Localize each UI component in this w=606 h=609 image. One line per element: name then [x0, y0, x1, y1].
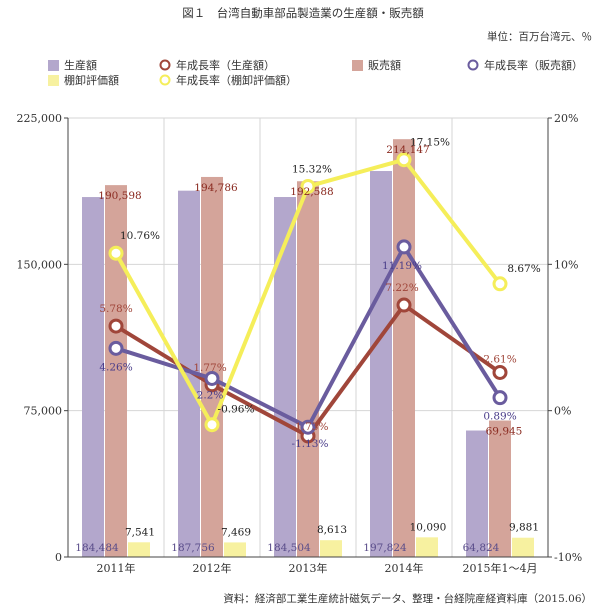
production-value-label: 197,824 — [363, 542, 407, 554]
bar-sales — [489, 420, 511, 557]
inventory-value-label: 8,613 — [317, 524, 347, 536]
bar-sales — [201, 176, 223, 557]
bar-sales — [105, 185, 127, 557]
inventory-value-label: 9,881 — [509, 522, 539, 534]
growth-value-label: 8.67% — [507, 263, 540, 275]
bar-inventory — [512, 537, 534, 557]
growth-value-label: 5.78% — [99, 303, 132, 315]
y-left-tick-label: 75,000 — [24, 405, 63, 418]
legend-label: 年成長率（生産額） — [176, 58, 275, 72]
data-labels: 184,484 187,756 184,504 197,824 64,824 190,59… — [75, 137, 540, 554]
y-left-tick-label: 150,000 — [17, 258, 63, 271]
legend-marker — [159, 59, 171, 71]
sales-value-label: 194,786 — [194, 182, 238, 194]
legend-label: 販売額 — [368, 59, 401, 72]
y-left-tick-label: 0 — [55, 551, 62, 564]
bar-sales — [297, 181, 319, 557]
growth-value-label: -1.73% — [292, 421, 329, 433]
legend-label: 生産額 — [64, 58, 97, 72]
sales-value-label: 190,598 — [98, 190, 141, 202]
legend-swatch — [48, 60, 59, 71]
inventory-value-label: 7,469 — [221, 526, 251, 538]
chart-title: 図１ 台湾自動車部品製造業の生産額・販売額 — [182, 6, 424, 20]
growth-point-marker — [492, 364, 508, 380]
production-value-label: 187,756 — [171, 542, 215, 554]
sales-value-label: 69,945 — [486, 426, 523, 438]
growth-point-marker — [204, 417, 220, 433]
growth-value-label: 1.77% — [193, 362, 226, 374]
growth-point-marker — [396, 152, 412, 168]
bar-production — [466, 430, 488, 557]
sales-value-label: 214,147 — [386, 144, 429, 156]
inventory-value-label: 10,090 — [410, 521, 447, 533]
growth-value-label: 2.61% — [483, 353, 516, 365]
production-value-label: 64,824 — [463, 542, 500, 554]
bar-sales — [393, 139, 415, 557]
axes: 0 75,000 150,000 225,000 -10% 0% 10% 20% 2011年 20… — [17, 112, 583, 575]
growth-lines — [108, 152, 508, 444]
growth-value-label: 11.19% — [382, 260, 422, 272]
legend-swatch — [48, 75, 59, 86]
growth-point-marker — [108, 318, 124, 334]
legend-marker — [467, 59, 479, 71]
growth-point-marker — [108, 340, 124, 356]
bar-inventory — [416, 537, 438, 557]
growth-value-label: 4.26% — [99, 361, 132, 373]
bar-inventory — [128, 542, 150, 557]
growth-value-label: 10.76% — [120, 230, 160, 242]
bar-inventory — [320, 540, 342, 557]
sales-value-label: 192,588 — [290, 186, 333, 198]
growth-point-marker — [300, 419, 316, 435]
legend-label: 年成長率（販売額） — [484, 58, 583, 72]
growth-point-marker — [492, 276, 508, 292]
x-tick-label: 2013年 — [289, 561, 328, 575]
growth-value-label: 15.32% — [292, 163, 332, 175]
growth-point-marker — [108, 245, 124, 261]
legend: 生産額 年成長率（生産額） 販売額 年成長率（販売額） 棚卸評価額 年成長率（棚卸評価額） — [48, 58, 583, 87]
y-right-tick-label: 0% — [554, 405, 571, 418]
growth-value-label: 17.15% — [410, 137, 450, 149]
production-value-label: 184,484 — [75, 542, 119, 554]
bar-production — [82, 197, 104, 558]
growth-value-label: -1.13% — [292, 438, 329, 450]
growth-point-marker — [396, 239, 412, 255]
bar-production — [274, 197, 296, 557]
legend-swatch — [352, 60, 363, 71]
legend-label: 棚卸評価額 — [64, 73, 119, 87]
unit-label: 単位：百万台湾元、％ — [487, 30, 592, 43]
growth-value-label: 2.2% — [197, 389, 224, 401]
growth-point-marker — [396, 297, 412, 313]
growth-value-label: 0.89% — [483, 411, 516, 423]
x-tick-label: 2015年1～4月 — [463, 561, 538, 575]
bars — [82, 139, 534, 558]
x-tick-label: 2012年 — [193, 561, 232, 575]
growth-value-label: -0.96% — [218, 404, 255, 416]
growth-point-marker — [204, 370, 220, 386]
legend-label: 年成長率（棚卸評価額） — [176, 73, 297, 87]
bar-production — [178, 190, 200, 557]
inventory-value-label: 7,541 — [125, 526, 155, 538]
y-right-tick-label: 10% — [554, 258, 578, 271]
source-note: 資料：経済部工業生産統計磁気データ、整理・台経院産経資料庫（2015.06） — [223, 592, 592, 605]
bar-production — [370, 171, 392, 558]
x-tick-label: 2011年 — [97, 561, 136, 575]
growth-point-marker — [492, 390, 508, 406]
x-tick-label: 2014年 — [385, 561, 424, 575]
y-right-tick-label: -10% — [554, 551, 582, 564]
bar-inventory — [224, 542, 246, 557]
growth-value-label: 7.22% — [385, 282, 418, 294]
production-value-label: 184,504 — [267, 542, 311, 554]
legend-marker — [159, 74, 171, 86]
y-right-tick-label: 20% — [554, 112, 578, 125]
growth-point-marker — [300, 178, 316, 194]
y-left-tick-label: 225,000 — [17, 112, 63, 125]
